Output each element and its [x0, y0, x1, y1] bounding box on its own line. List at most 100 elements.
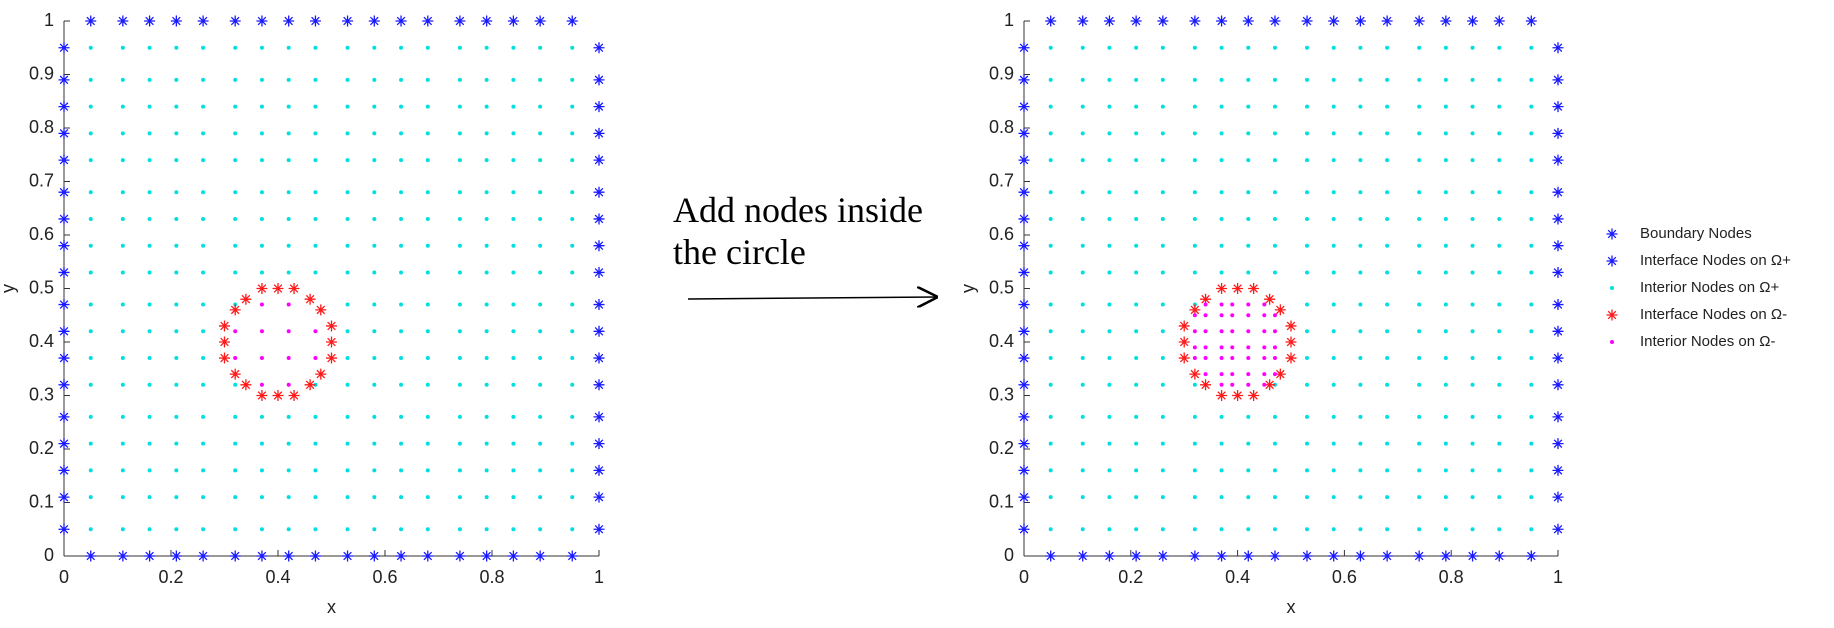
grid-node [1358, 356, 1363, 361]
grid-node [570, 468, 575, 473]
boundary-node [1242, 15, 1254, 27]
boundary-node [395, 15, 407, 27]
boundary-node [229, 15, 241, 27]
boundary-node [58, 299, 70, 311]
grid-node [1192, 345, 1197, 350]
grid-node [1272, 356, 1277, 361]
y-tick-label: 0.7 [989, 170, 1014, 190]
grid-node [484, 216, 489, 221]
grid-node [1272, 495, 1277, 500]
grid-node [1246, 345, 1251, 350]
grid-node [286, 77, 291, 82]
grid-node [345, 45, 350, 50]
interface-node [240, 379, 252, 391]
grid-node [1160, 243, 1165, 248]
interface-node [326, 320, 337, 332]
grid-node [1246, 270, 1251, 275]
grid-node [313, 441, 318, 446]
boundary-node [58, 266, 70, 278]
grid-node [1192, 216, 1197, 221]
grid-node [1331, 382, 1336, 387]
boundary-node [1018, 213, 1030, 225]
grid-node [1358, 468, 1363, 473]
grid-node [511, 356, 516, 361]
boundary-node [1018, 186, 1030, 198]
grid-node [1272, 372, 1277, 377]
grid-node [313, 468, 318, 473]
interface-node [229, 368, 241, 380]
grid-node [570, 270, 575, 275]
grid-node [1080, 104, 1085, 109]
grid-node [120, 190, 125, 195]
boundary-node [1552, 379, 1564, 391]
grid-node [201, 216, 206, 221]
grid-node [1443, 356, 1448, 361]
grid-node [1246, 441, 1251, 446]
grid-node [201, 441, 206, 446]
grid-node [1219, 158, 1224, 163]
grid-node [1358, 77, 1363, 82]
grid-node [201, 329, 206, 334]
boundary-node [593, 266, 605, 278]
grid-node [147, 45, 152, 50]
grid-node [1048, 302, 1053, 307]
grid-node [1134, 216, 1139, 221]
grid-node [372, 527, 377, 532]
x-tick-label: 0.8 [479, 567, 504, 587]
grid-node [88, 45, 93, 50]
grid-node [1385, 131, 1390, 136]
grid-node [88, 190, 93, 195]
grid-node [511, 468, 516, 473]
grid-node [313, 158, 318, 163]
grid-node [147, 382, 152, 387]
legend-label: Interior Nodes on Ω- [1640, 333, 1775, 350]
grid-node [484, 441, 489, 446]
grid-node [457, 302, 462, 307]
grid-node [147, 158, 152, 163]
grid-node [1219, 45, 1224, 50]
boundary-node [593, 491, 605, 503]
grid-node [484, 468, 489, 473]
interface-node [1232, 283, 1244, 294]
grid-node [372, 382, 377, 387]
boundary-node [58, 379, 70, 391]
grid-node [286, 104, 291, 109]
grid-node [88, 243, 93, 248]
grid-node [399, 104, 404, 109]
grid-node [1443, 527, 1448, 532]
interface-node [1178, 352, 1190, 364]
grid-node [1305, 302, 1310, 307]
grid-node [1262, 313, 1267, 318]
boundary-node [58, 438, 70, 450]
grid-node [1443, 216, 1448, 221]
boundary-node [593, 213, 605, 225]
grid-node [1246, 329, 1251, 334]
boundary-node [593, 438, 605, 450]
grid-node [511, 45, 516, 50]
grid-node [1443, 441, 1448, 446]
grid-node [1048, 495, 1053, 500]
y-tick-label: 0.8 [29, 117, 54, 137]
boundary-node [1552, 352, 1564, 364]
boundary-node [1077, 550, 1089, 562]
boundary-node [117, 550, 129, 562]
grid-node [1385, 495, 1390, 500]
grid-node [1497, 243, 1502, 248]
boundary-node [1552, 101, 1564, 113]
grid-node [457, 468, 462, 473]
grid-node [345, 468, 350, 473]
grid-node [570, 414, 575, 419]
grid-node [511, 270, 516, 275]
grid-node [570, 190, 575, 195]
interface-node [1274, 368, 1286, 380]
grid-node [538, 302, 543, 307]
grid-node [425, 302, 430, 307]
grid-node [1048, 104, 1053, 109]
grid-node [1443, 270, 1448, 275]
grid-node [201, 77, 206, 82]
y-tick-label: 1 [1004, 10, 1014, 30]
grid-node [1529, 243, 1534, 248]
x-tick-label: 1 [1553, 567, 1563, 587]
grid-node [286, 356, 291, 361]
grid-node [1134, 382, 1139, 387]
